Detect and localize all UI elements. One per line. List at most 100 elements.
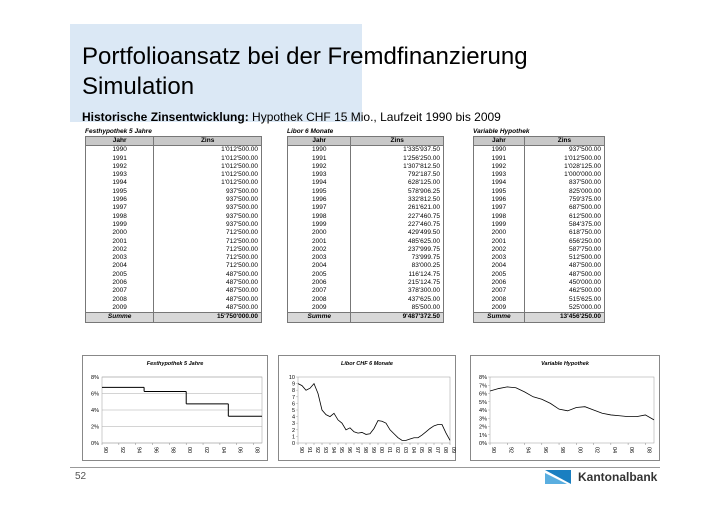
cell: 487'500.00 xyxy=(153,295,262,304)
cell: 2009 xyxy=(286,303,352,313)
line xyxy=(489,386,655,421)
x-tick-label: 94 xyxy=(525,447,531,453)
x-tick-label: 90 xyxy=(298,447,304,453)
row: 1994 1'012'500.00 xyxy=(84,179,262,188)
x-tick-label: 05 xyxy=(418,447,424,453)
y-tick-label: 0 xyxy=(292,441,295,447)
x-tick-label: 92 xyxy=(119,447,125,453)
row: 2003 712'500.00 xyxy=(84,254,262,263)
cell: 2005 xyxy=(473,270,525,280)
x-tick-label: 02 xyxy=(594,447,600,453)
row: 1993 1'012'500.00 xyxy=(84,171,262,180)
cell: 1991 xyxy=(286,154,352,163)
row: 1995 825'000.00 xyxy=(473,187,606,197)
cell: 261'621.00 xyxy=(350,204,444,213)
cell: 2006 xyxy=(84,279,155,288)
cell: 759'375.00 xyxy=(523,196,606,205)
row: 2008 515'625.00 xyxy=(473,295,606,304)
cell: 1992 xyxy=(473,162,525,172)
row: 1996 937'500.00 xyxy=(84,196,262,205)
x-tick-label: 92 xyxy=(314,447,320,453)
cell: 85'500.00 xyxy=(350,303,444,313)
y-tick-label: 3 xyxy=(292,421,295,427)
y-tick-label: 4% xyxy=(479,408,487,414)
row: 2009 525'000.00 xyxy=(473,303,606,313)
header-row: Jahr Zins xyxy=(84,135,262,147)
row: 2001 656'250.00 xyxy=(473,237,606,246)
cell: 1994 xyxy=(286,179,352,188)
logo-text: Kantonalbank xyxy=(578,470,658,484)
total-cell: 15'750'000.00 xyxy=(153,312,262,323)
x-tick-label: 97 xyxy=(354,447,360,453)
y-tick-label: 10 xyxy=(289,375,295,381)
row: 2004 487'500.00 xyxy=(473,262,606,271)
cell: 1996 xyxy=(84,196,155,205)
cell: 712'500.00 xyxy=(153,262,262,271)
x-tick-label: 92 xyxy=(507,447,513,453)
table-title: Festhypothek 5 Jahre xyxy=(85,128,152,135)
cell: 487'500.00 xyxy=(523,262,606,271)
cell: 2008 xyxy=(286,295,352,304)
x-tick-label: 94 xyxy=(136,447,142,453)
y-tick-label: 1 xyxy=(292,434,295,440)
cell: 332'812.50 xyxy=(350,196,444,205)
row: 2004 83'000.25 xyxy=(286,262,444,271)
cell: 2003 xyxy=(84,254,155,263)
row: 1990 1'012'500.00 xyxy=(84,145,262,155)
cell: 227'460.75 xyxy=(350,220,444,230)
cell: 1999 xyxy=(473,220,525,230)
y-tick-label: 6% xyxy=(479,392,487,398)
row: 1998 937'500.00 xyxy=(84,212,262,221)
cell: 937'500.00 xyxy=(153,204,262,213)
cell: 1998 xyxy=(286,212,352,221)
x-tick-label: 08 xyxy=(645,447,651,453)
cell: 1'335'937.50 xyxy=(350,145,444,155)
chart: Festhypothek 5 Jahre 0% 2% 4% 6% 8% 90 92 94 96 98… xyxy=(82,355,268,461)
cell: 2000 xyxy=(473,229,525,238)
y-tick-label: 2% xyxy=(479,425,487,431)
row: 2002 237'999.75 xyxy=(286,245,444,255)
cell: 2006 xyxy=(473,279,525,288)
cell: 2002 xyxy=(473,245,525,255)
cell: 2006 xyxy=(286,279,352,288)
cell: 487'500.00 xyxy=(153,287,262,296)
cell: 937'500.00 xyxy=(523,145,606,155)
cell: 1997 xyxy=(473,204,525,213)
row: 2005 487'500.00 xyxy=(84,270,262,280)
table-title: Variable Hypothek xyxy=(473,128,530,135)
total-cell: Summe xyxy=(84,312,155,323)
row: 2006 450'000.00 xyxy=(473,279,606,288)
row: 2009 85'500.00 xyxy=(286,303,444,313)
cell: 2008 xyxy=(473,295,525,304)
cell: 1990 xyxy=(84,145,155,155)
x-tick-label: 94 xyxy=(330,447,336,453)
row: 1996 759'375.00 xyxy=(473,196,606,205)
cell: 618'750.00 xyxy=(523,229,606,238)
cell: 378'300.00 xyxy=(350,287,444,296)
header-row: Jahr Zins xyxy=(286,135,444,147)
cell: 1'012'500.00 xyxy=(153,171,262,180)
y-tick-label: 5 xyxy=(292,408,295,414)
cell: 1'012'500.00 xyxy=(153,162,262,172)
y-tick-label: 0% xyxy=(479,441,487,447)
row: 1997 937'500.00 xyxy=(84,204,262,213)
table: Libor 6 Monate Jahr Zins 1990 1'335'937.50 19… xyxy=(286,127,444,323)
plot-area xyxy=(297,376,451,444)
cell: 2002 xyxy=(84,245,155,255)
row: 1993 1'000'000.00 xyxy=(473,171,606,180)
row: 2004 712'500.00 xyxy=(84,262,262,271)
table: Variable Hypothek Jahr Zins 1990 937'500.00 1… xyxy=(473,127,606,323)
y-tick-label: 8% xyxy=(91,375,99,381)
x-tick-label: 90 xyxy=(102,447,108,453)
row: 1993 792'187.50 xyxy=(286,171,444,180)
cell: 525'000.00 xyxy=(523,303,606,313)
x-tick-label: 00 xyxy=(378,447,384,453)
cell: 825'000.00 xyxy=(523,187,606,197)
x-tick-label: 06 xyxy=(628,447,634,453)
title: Portfolioansatz bei der Fremdfinanzierun… xyxy=(82,42,528,102)
cell: 937'500.00 xyxy=(153,220,262,230)
cell: 487'500.00 xyxy=(153,279,262,288)
cell: 1992 xyxy=(286,162,352,172)
cell: 215'124.75 xyxy=(350,279,444,288)
